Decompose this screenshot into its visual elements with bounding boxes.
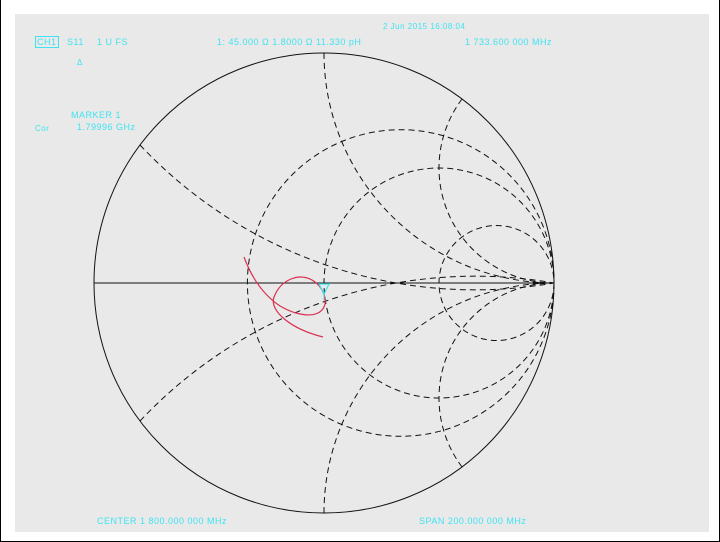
marker-1-symbol — [318, 283, 330, 296]
reference-indicator: Δ — [77, 58, 83, 67]
center-frequency: CENTER 1 800.000 000 MHz — [97, 516, 228, 526]
reactance-arc-plus-1 — [323, 52, 555, 284]
s11-trace — [243, 256, 326, 338]
marker-prefix: Cor — [35, 124, 50, 133]
datetime-label: 2 Jun 2015 16:08:04 — [383, 22, 466, 31]
reactance-arc-minus-1 — [323, 282, 555, 514]
span-frequency: SPAN 200.000 000 MHz — [419, 516, 527, 526]
marker-value: 1.79996 GHz — [77, 122, 136, 132]
smith-chart — [93, 52, 555, 514]
impedance-readout: 1: 45.000 Ω 1.8000 Ω 11.330 pH — [217, 37, 362, 47]
marker-frequency-readout: 1 733.600 000 MHz — [465, 37, 553, 47]
reactance-arc-plus-05 — [139, 144, 555, 291]
format-label: 1 U FS — [97, 37, 129, 47]
analyzer-screen: 2 Jun 2015 16:08:04 CH1 S11 1 U FS 1: 45… — [15, 14, 709, 532]
marker-title: MARKER 1 — [71, 110, 122, 120]
parameter-label: S11 — [67, 37, 84, 47]
channel-label: CH1 — [35, 36, 59, 48]
smith-chart-dashed-grid — [139, 52, 555, 514]
reactance-arc-plus-2 — [438, 98, 555, 284]
reactance-arc-minus-2 — [438, 282, 555, 468]
reactance-arc-minus-05 — [139, 275, 555, 422]
